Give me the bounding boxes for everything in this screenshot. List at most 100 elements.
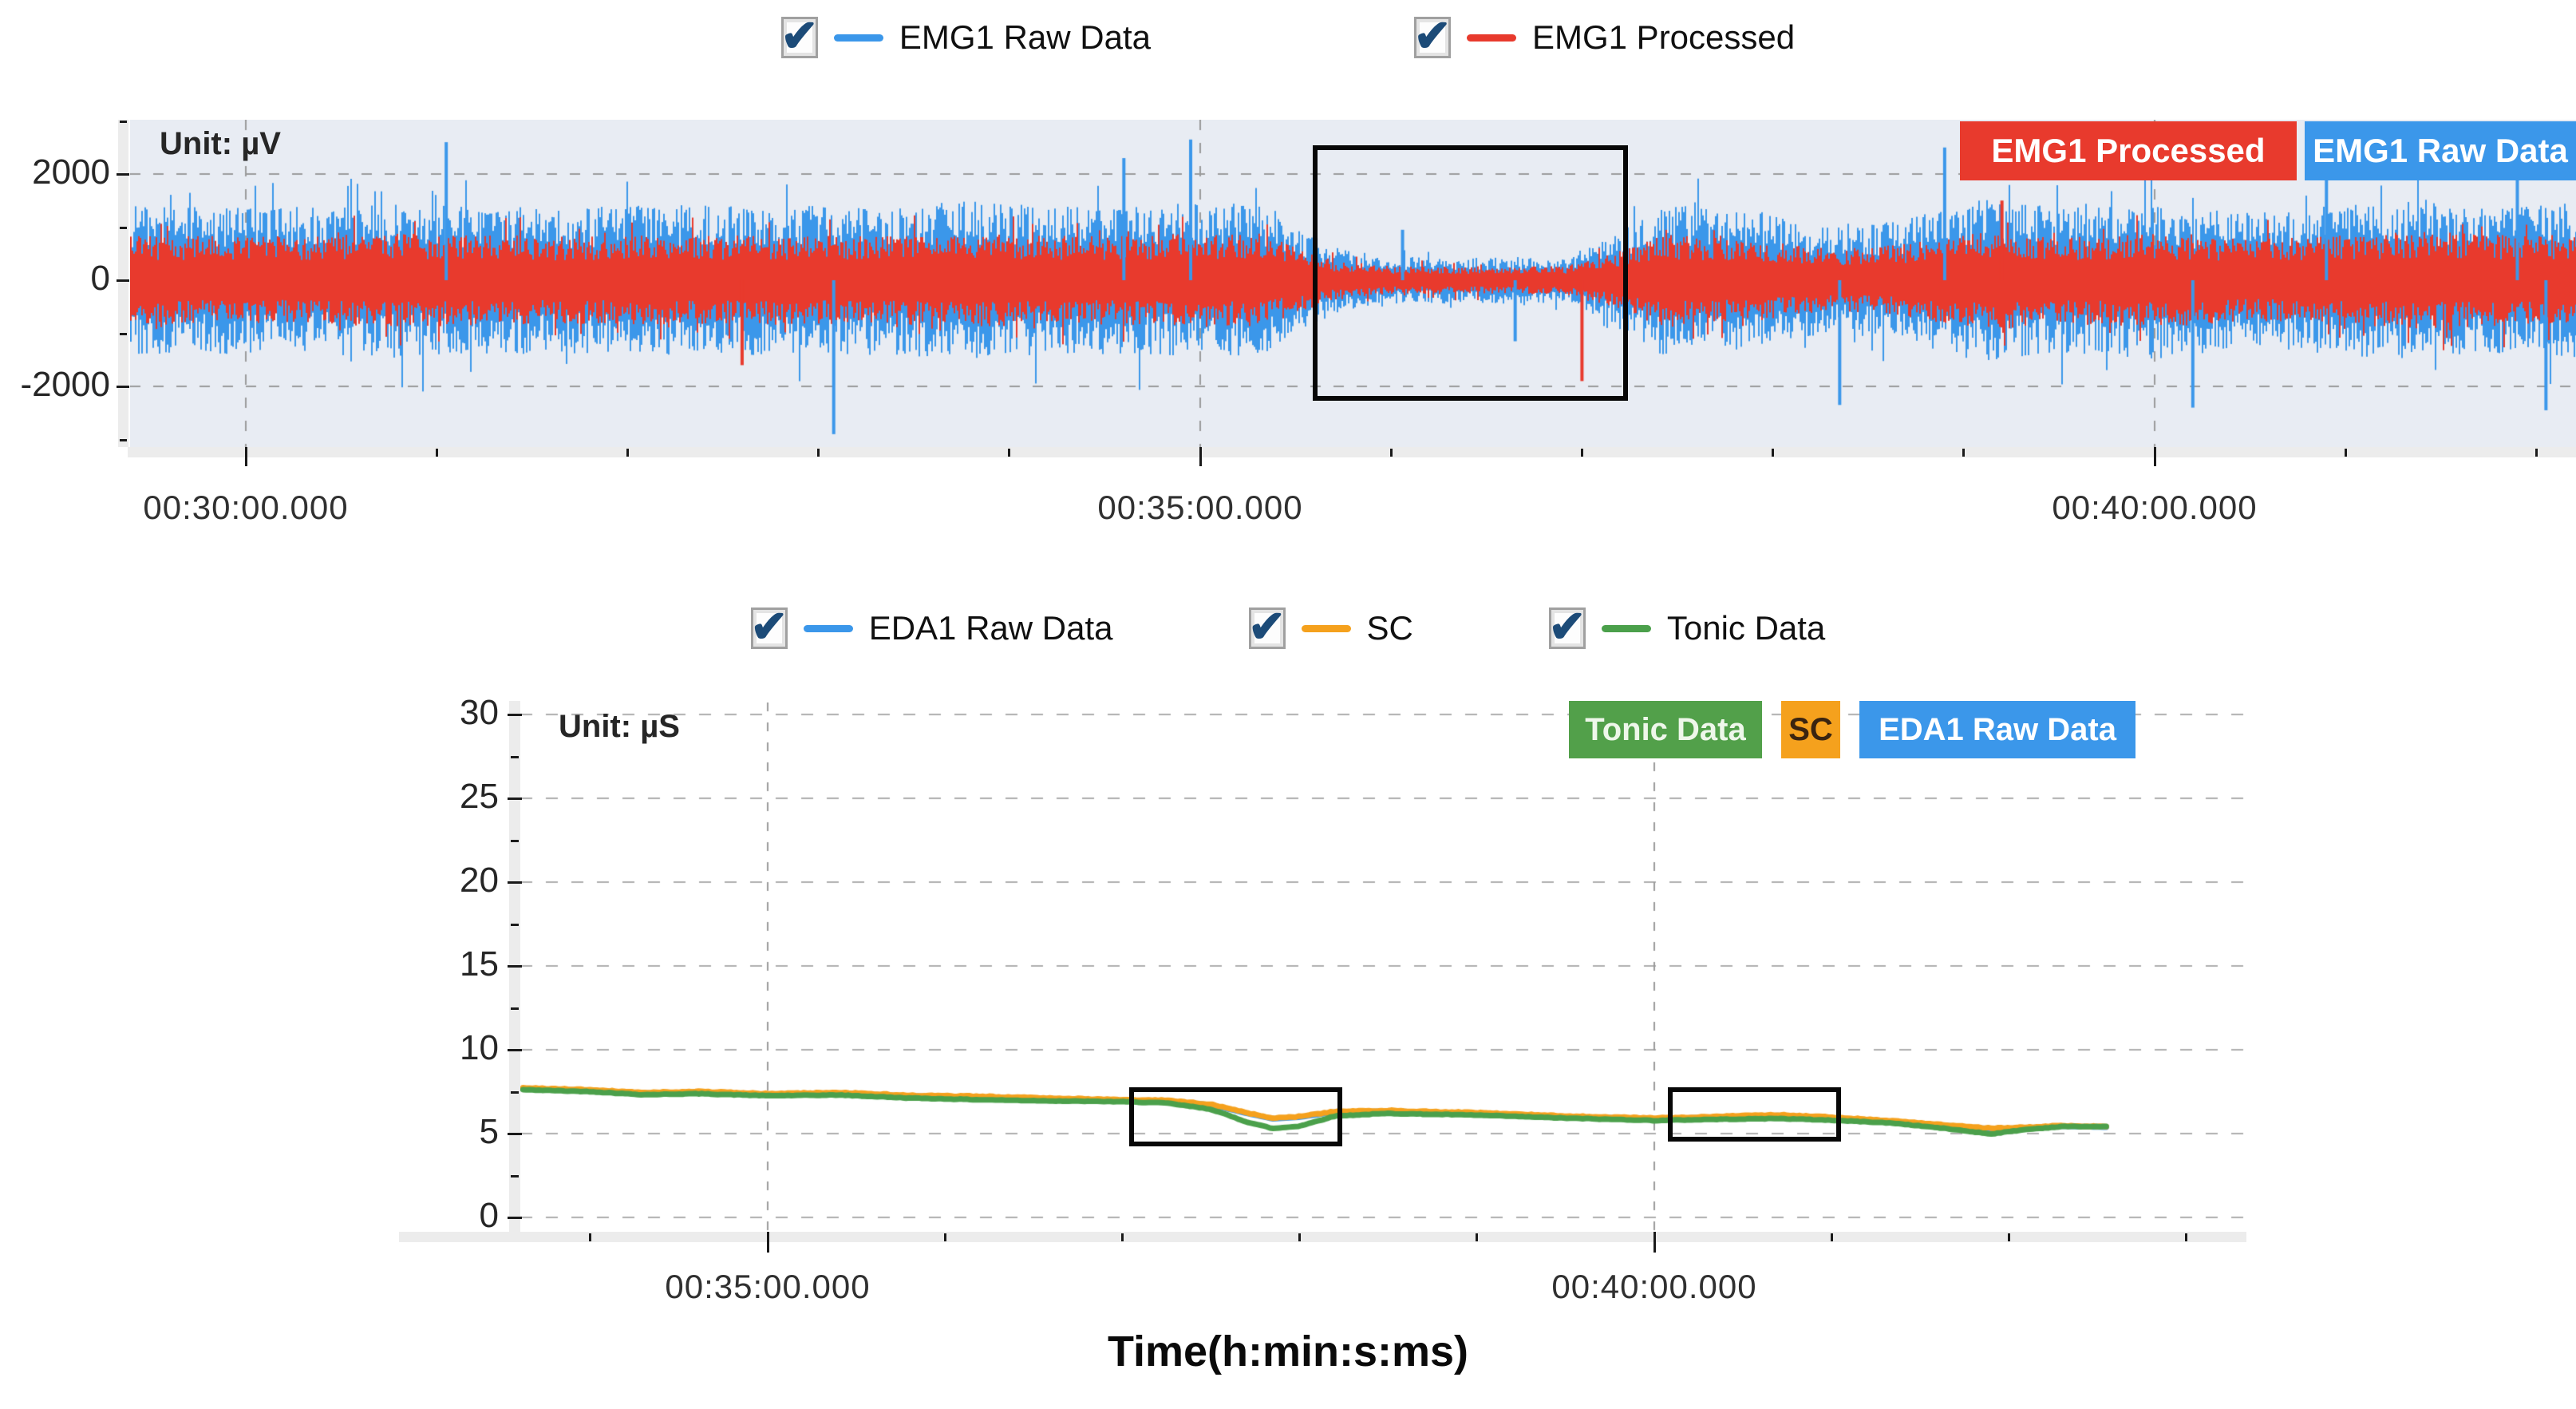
eda-y-tick-label: 0 <box>479 1196 499 1235</box>
emg-highlight-box <box>1313 145 1628 401</box>
emg-x-minor-tick <box>1580 449 1583 457</box>
emg-x-minor-tick <box>1772 449 1775 457</box>
eda-y-minor-tick <box>511 1090 519 1094</box>
emg-processed-badge: EMG1 Processed <box>1960 121 2297 180</box>
emg1-processed-swatch <box>1466 34 1516 42</box>
emg-y-tick-label: -2000 <box>20 365 110 404</box>
eda-y-tick-label: 15 <box>460 944 499 984</box>
emg-y-minor-tick <box>120 332 127 335</box>
emg-x-tick <box>2153 447 2156 466</box>
eda-x-minor-tick <box>589 1233 592 1241</box>
x-axis-title: Time(h:min:s:ms) <box>1107 1328 1469 1375</box>
eda-unit-label: Unit: µS <box>559 709 680 744</box>
eda-legend-row: ✔ EDA1 Raw Data ✔ SC ✔ Tonic Data <box>0 597 2576 659</box>
emg-x-tick-label: 00:35:00.000 <box>1097 489 1303 526</box>
tonic-badge: Tonic Data <box>1569 701 1762 758</box>
eda-x-tick <box>766 1232 769 1253</box>
eda-x-minor-tick <box>2185 1233 2188 1241</box>
eda-x-minor-tick <box>1830 1233 1833 1241</box>
eda-y-tick-label: 10 <box>460 1028 499 1067</box>
emg-unit-label: Unit: µV <box>160 126 281 161</box>
legend-label: SC <box>1366 609 1413 647</box>
legend-label: EMG1 Processed <box>1531 18 1796 56</box>
legend-label: EMG1 Raw Data <box>899 18 1151 56</box>
emg-y-minor-tick <box>120 226 127 229</box>
eda-y-tick-label: 30 <box>460 693 499 732</box>
emg-x-minor-tick <box>2344 449 2347 457</box>
eda-y-tick <box>508 965 522 968</box>
eda-x-minor-tick <box>1298 1233 1302 1241</box>
emg-x-minor-tick <box>2535 449 2538 457</box>
emg-y-tick <box>117 173 129 176</box>
eda-y-tick <box>508 714 522 716</box>
sc-checkbox[interactable]: ✔ <box>1248 604 1286 649</box>
tonic-swatch <box>1601 624 1651 632</box>
eda-highlight-box-1 <box>1129 1087 1342 1146</box>
eda-raw-badge: EDA1 Raw Data <box>1859 701 2135 758</box>
emg1-raw-checkbox[interactable]: ✔ <box>780 10 819 61</box>
eda-y-tick <box>508 1133 522 1135</box>
emg-y-tick <box>117 386 129 388</box>
emg-x-minor-tick <box>817 449 820 457</box>
emg-x-axis <box>128 447 2576 457</box>
legend-item-emg1-processed[interactable]: ✔ EMG1 Processed <box>1413 10 1796 61</box>
sc-badge: SC <box>1781 701 1840 758</box>
eda-x-tick-label: 00:35:00.000 <box>665 1268 871 1305</box>
emg-x-minor-tick <box>1008 449 1011 457</box>
eda-x-axis <box>399 1232 2246 1242</box>
checkmark-icon: ✔ <box>780 10 819 61</box>
eda-y-tick-label: 25 <box>460 777 499 816</box>
eda-highlight-box-2 <box>1668 1087 1841 1142</box>
eda-y-minor-tick <box>511 923 519 926</box>
eda-y-tick <box>508 798 522 800</box>
eda-y-tick-label: 20 <box>460 861 499 900</box>
emg-x-tick <box>244 447 247 466</box>
eda1-raw-swatch <box>803 624 853 632</box>
eda-x-minor-tick <box>1120 1233 1124 1241</box>
legend-label: Tonic Data <box>1666 609 1826 647</box>
tonic-checkbox[interactable]: ✔ <box>1548 604 1586 649</box>
emg-x-tick-label: 00:30:00.000 <box>143 489 349 526</box>
eda1-raw-checkbox[interactable]: ✔ <box>750 604 788 649</box>
eda-x-minor-tick <box>943 1233 946 1241</box>
checkmark-icon: ✔ <box>1248 601 1286 651</box>
emg-raw-badge: EMG1 Raw Data <box>2305 121 2576 180</box>
eda-y-minor-tick <box>511 839 519 842</box>
eda-y-tick <box>508 881 522 884</box>
eda-y-minor-tick <box>511 1007 519 1010</box>
emg-y-tick <box>117 279 129 282</box>
eda-y-minor-tick <box>511 755 519 758</box>
legend-item-sc[interactable]: ✔ SC <box>1248 604 1413 649</box>
emg-y-tick-label: 0 <box>90 259 110 298</box>
eda-x-tick-label: 00:40:00.000 <box>1551 1268 1757 1305</box>
eda-y-tick <box>508 1049 522 1051</box>
legend-item-tonic[interactable]: ✔ Tonic Data <box>1548 604 1826 649</box>
eda-plot-area[interactable] <box>520 703 2246 1232</box>
emg1-processed-checkbox[interactable]: ✔ <box>1413 10 1452 61</box>
sc-swatch <box>1301 624 1351 632</box>
eda-y-tick-label: 5 <box>479 1112 499 1151</box>
eda-x-tick <box>1653 1232 1656 1253</box>
legend-item-emg1-raw[interactable]: ✔ EMG1 Raw Data <box>780 10 1151 61</box>
legend-item-eda1-raw[interactable]: ✔ EDA1 Raw Data <box>750 604 1113 649</box>
legend-label: EDA1 Raw Data <box>868 609 1113 647</box>
emg-y-tick-label: 2000 <box>32 152 110 192</box>
eda-y-minor-tick <box>511 1174 519 1177</box>
emg-legend-row: ✔ EMG1 Raw Data ✔ EMG1 Processed <box>0 6 2576 69</box>
emg-x-minor-tick <box>435 449 438 457</box>
eda-x-minor-tick <box>1476 1233 1479 1241</box>
checkmark-icon: ✔ <box>750 601 788 651</box>
emg-x-minor-tick <box>1389 449 1393 457</box>
emg1-raw-swatch <box>833 34 883 42</box>
eda-y-tick <box>508 1217 522 1219</box>
emg-x-minor-tick <box>1962 449 1966 457</box>
emg-y-minor-tick <box>120 121 127 123</box>
emg-y-axis <box>118 120 128 447</box>
emg-x-minor-tick <box>626 449 629 457</box>
checkmark-icon: ✔ <box>1413 10 1452 61</box>
eda-y-axis <box>509 701 520 1234</box>
emg-x-tick-label: 00:40:00.000 <box>2052 489 2258 526</box>
eda-x-minor-tick <box>2007 1233 2010 1241</box>
emg-x-tick <box>1199 447 1202 466</box>
